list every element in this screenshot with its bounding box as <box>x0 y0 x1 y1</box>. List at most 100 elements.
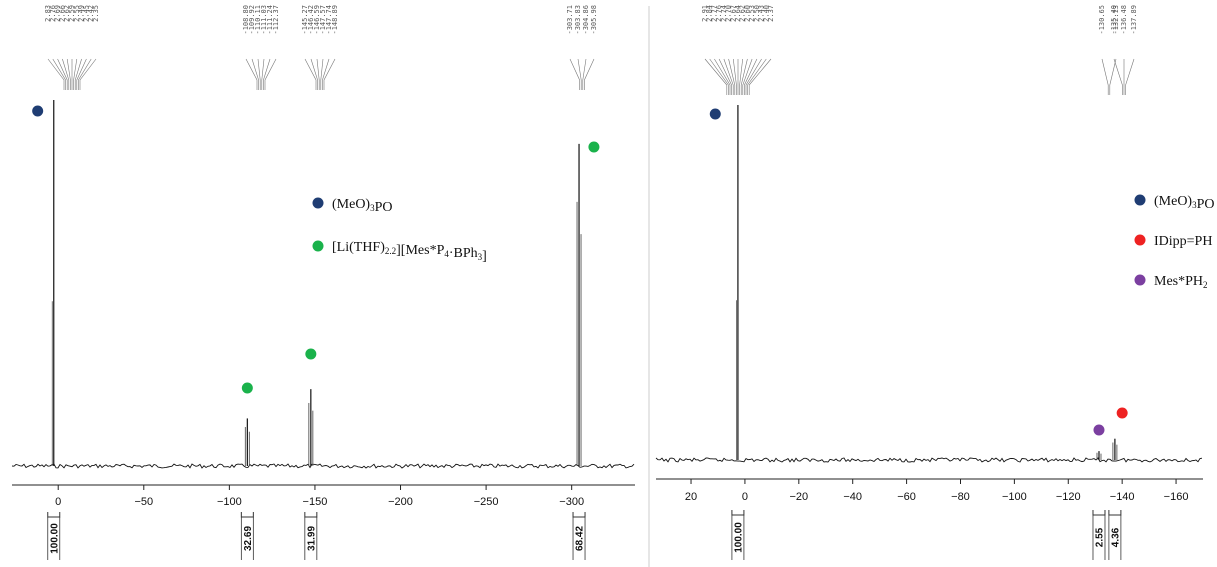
peak-label-leader <box>261 58 265 90</box>
legend-item: Mes*PH2 <box>1134 274 1208 290</box>
legend-subscript: 4 <box>444 249 449 259</box>
legend-dot <box>1134 234 1146 246</box>
integral-marker: 32.69 <box>240 512 254 560</box>
legend-text: ][Mes*P <box>396 243 444 258</box>
peak-label: 2.70 <box>725 5 733 22</box>
peak-label: -145.27 <box>301 5 309 35</box>
peak-label-leader <box>251 58 259 90</box>
peak-label: -110.11 <box>254 5 262 35</box>
integral-marker: 31.99 <box>304 512 318 560</box>
x-tick-label: −150 <box>303 496 328 508</box>
peak-label-leader <box>569 58 580 90</box>
legend-subscript: 2.2 <box>385 246 396 256</box>
legend-label: [Li(THF)2.2][Mes*P4·BPh3] <box>332 240 487 264</box>
spectrum-peak <box>308 389 314 466</box>
peak-label-leader <box>1125 58 1135 95</box>
integral-value: 32.69 <box>243 526 254 551</box>
legend-text: ·BPh <box>449 246 478 261</box>
peak-label-leader <box>73 58 78 90</box>
peak-label: -132.13 <box>1112 5 1120 35</box>
integral-marker: 4.36 <box>1108 510 1122 560</box>
integral-bracket <box>240 512 254 518</box>
peak-label-leader <box>66 58 71 90</box>
peak-label: -305.98 <box>590 5 598 35</box>
peak-label-group: -135.40 -136.48 -137.89 <box>1110 5 1138 95</box>
peak-label-leader <box>47 58 65 90</box>
spectrum-peak <box>576 143 582 466</box>
peak-label-leader <box>740 58 748 95</box>
peak-label: -130.65 <box>1098 5 1106 35</box>
peak-label: -303.71 <box>566 5 574 35</box>
peak-marker-dot <box>709 108 721 120</box>
peak-label: 2.37 <box>767 5 775 22</box>
integral-value: 4.36 <box>1110 527 1121 547</box>
peak-label-leader <box>748 58 772 95</box>
legend-text: Mes*PH <box>1154 274 1203 289</box>
peak-label: -303.83 <box>574 5 582 35</box>
peak-label-leader <box>76 58 87 90</box>
peak-label-leader <box>1101 58 1109 95</box>
x-tick-label: 20 <box>685 491 697 503</box>
peak-label: -111.03 <box>260 5 268 35</box>
peak-label-leader <box>304 58 317 90</box>
legend-subscript: 3 <box>1192 200 1197 210</box>
peak-label-leader <box>1109 58 1117 95</box>
peak-label: 2.60 <box>743 5 751 22</box>
legend-dot <box>1134 274 1146 286</box>
peak-label: 2.69 <box>54 5 62 22</box>
peak-label: 2.43 <box>758 5 766 22</box>
peak-marker-dot <box>1116 407 1128 419</box>
integral-bracket <box>731 510 745 516</box>
peak-label: 2.91 <box>701 5 709 22</box>
legend-item: [Li(THF)2.2][Mes*P4·BPh3] <box>312 240 487 264</box>
integral-value: 2.55 <box>1094 527 1105 547</box>
legend-subscript: 3 <box>478 252 483 262</box>
integral-value: 68.42 <box>575 526 586 551</box>
peak-label: -111.24 <box>266 5 274 35</box>
peak-label-leader <box>709 58 729 95</box>
peak-marker-dot <box>32 105 44 117</box>
legend-text: PO <box>1197 197 1215 212</box>
peak-label: 2.64 <box>734 5 742 22</box>
peak-label-leader <box>723 58 734 95</box>
x-tick-label: −100 <box>1002 491 1027 503</box>
spectrum-left: 0 −50 −100 −150 −200 −250 −300 2.832.762.692.66… <box>11 5 635 560</box>
x-tick-label: −40 <box>843 491 862 503</box>
peak-label: -108.80 <box>242 5 250 35</box>
spectrum-baseline <box>11 463 635 469</box>
integral-marker: 100.00 <box>47 512 60 560</box>
legend-text: [Li(THF) <box>332 240 385 255</box>
peak-label-group: 2.832.762.692.662.622.592.552.492.452.42… <box>44 5 100 90</box>
peak-label-leader <box>257 58 261 90</box>
x-tick-label: −300 <box>559 496 584 508</box>
peak-label-leader <box>739 58 743 95</box>
peak-label: 2.42 <box>87 5 95 22</box>
peak-label: 2.53 <box>748 5 756 22</box>
peak-label-group: 2.912.842.772.762.742.702.672.642.622.60… <box>701 5 775 95</box>
peak-label: 2.45 <box>82 5 90 22</box>
peak-label: 2.84 <box>706 5 714 22</box>
legend-item: (MeO)3PO <box>1134 194 1215 212</box>
integral-value: 31.99 <box>306 526 317 551</box>
x-tick-label: −250 <box>474 496 499 508</box>
legend-text: (MeO) <box>1154 194 1192 209</box>
peak-label: -137.89 <box>1130 5 1138 35</box>
peak-label-leader <box>323 58 336 90</box>
peak-label: 2.67 <box>729 5 737 22</box>
peak-label-leader <box>320 58 324 90</box>
peak-label: 2.50 <box>753 5 761 22</box>
legend-subscript: 2 <box>1203 280 1208 290</box>
legend-text: (MeO) <box>332 197 370 212</box>
x-tick-label: −160 <box>1164 491 1189 503</box>
legend-label: (MeO)3PO <box>1154 194 1215 212</box>
x-tick-label: 0 <box>742 491 748 503</box>
peak-label-leader <box>733 58 737 95</box>
x-tick-label: −100 <box>217 496 242 508</box>
peak-label-leader <box>582 58 587 90</box>
legend-item: IDipp=PH <box>1134 234 1212 249</box>
peak-label: 2.76 <box>715 5 723 22</box>
peak-label: -135.40 <box>1110 5 1118 35</box>
legend-label: IDipp=PH <box>1154 234 1212 249</box>
peak-label-leader <box>79 58 97 90</box>
peak-label: 2.40 <box>762 5 770 22</box>
